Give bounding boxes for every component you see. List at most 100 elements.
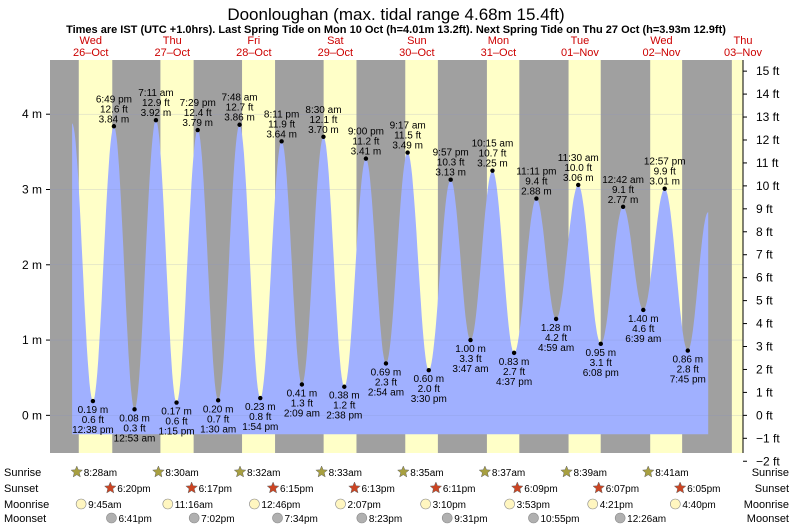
right-tick-label: 9 ft bbox=[756, 202, 773, 216]
day-of-week: Thu bbox=[163, 35, 182, 47]
almanac-time: 10:55pm bbox=[540, 514, 579, 525]
day-date: 30–Oct bbox=[399, 47, 434, 59]
right-tick-label: 1 ft bbox=[756, 385, 773, 399]
low-tide-point bbox=[299, 382, 305, 387]
tide-label-line: 2.0 ft bbox=[418, 384, 440, 395]
low-tide-point bbox=[468, 337, 473, 343]
tide-label-line: 0.23 m bbox=[245, 402, 276, 413]
low-tide-label: 0.23 m0.8 ft1:54 pm bbox=[242, 402, 278, 433]
almanac-time: 8:23pm bbox=[369, 514, 402, 525]
low-tide-label: 1.40 m4.6 ft6:39 am bbox=[625, 314, 661, 345]
almanac-time: 6:09pm bbox=[524, 484, 557, 495]
left-tick-label: 4 m bbox=[22, 107, 42, 121]
sunset-icon bbox=[592, 481, 606, 494]
low-tide-label: 0.41 m1.3 ft2:09 am bbox=[284, 388, 320, 419]
tide-label-line: 1.00 m bbox=[455, 344, 486, 355]
right-tick-label: 0 ft bbox=[756, 408, 773, 422]
tide-label-line: 6:39 am bbox=[625, 334, 661, 345]
low-tide-label: 0.83 m2.7 ft4:37 pm bbox=[496, 357, 532, 388]
moonset-icon bbox=[528, 512, 539, 524]
low-tide-label: 0.69 m2.3 ft2:54 am bbox=[368, 367, 404, 398]
right-tick-label: 8 ft bbox=[756, 225, 773, 239]
almanac-time: 4:40pm bbox=[682, 500, 715, 511]
tide-label-line: 0.20 m bbox=[203, 404, 234, 415]
high-tide-label: 11:11 pm9.4 ft2.88 m bbox=[516, 167, 556, 198]
low-tide-point bbox=[215, 398, 221, 403]
tide-label-line: 2.7 ft bbox=[503, 367, 525, 378]
tide-label-line: 3.64 m bbox=[266, 129, 297, 140]
almanac-time: 6:15pm bbox=[280, 484, 313, 495]
tide-label-line: 3.79 m bbox=[182, 118, 213, 129]
sun-icon bbox=[152, 465, 165, 478]
high-tide-point bbox=[363, 156, 369, 161]
day-headers: Wed26–OctThu27–OctFri28–OctSat29–OctSun3… bbox=[73, 35, 762, 59]
tide-label-line: 6:49 pm bbox=[96, 94, 132, 105]
tide-label-line: 9.9 ft bbox=[654, 167, 676, 178]
tide-label-line: 3.06 m bbox=[563, 173, 594, 184]
tide-label-line: 10.3 ft bbox=[437, 158, 465, 169]
tide-label-line: 0.3 ft bbox=[123, 423, 145, 434]
tide-label-line: 8:30 am bbox=[305, 105, 341, 116]
high-tide-point bbox=[620, 204, 626, 210]
tide-label-line: 2.8 ft bbox=[677, 365, 699, 376]
almanac-time: 6:20pm bbox=[117, 484, 150, 495]
almanac-time: 8:30am bbox=[165, 468, 198, 479]
tide-label-line: 12.9 ft bbox=[142, 98, 170, 109]
sunset-icon bbox=[103, 481, 117, 494]
high-tide-label: 12:57 pm9.9 ft3.01 m bbox=[644, 157, 686, 188]
high-tide-point bbox=[153, 118, 159, 123]
almanac-time: 6:41pm bbox=[118, 514, 151, 525]
moon-icon bbox=[249, 498, 260, 510]
low-tide-label: 0.95 m3.1 ft6:08 pm bbox=[583, 348, 619, 379]
almanac-time: 6:13pm bbox=[361, 484, 394, 495]
sun-icon bbox=[478, 465, 492, 478]
almanac-time: 12:46pm bbox=[261, 500, 300, 511]
tide-label-line: 12:57 pm bbox=[644, 157, 686, 168]
tide-label-line: 12.1 ft bbox=[310, 115, 338, 126]
tide-label-line: 11:11 pm bbox=[516, 167, 556, 178]
tide-label-line: 1:15 pm bbox=[158, 427, 194, 438]
low-tide-point bbox=[383, 361, 389, 366]
tide-label-line: 11.9 ft bbox=[268, 119, 295, 130]
tide-label-line: 3:30 pm bbox=[411, 394, 447, 405]
almanac-time: 8:33am bbox=[329, 468, 362, 479]
tide-label-line: 8:11 pm bbox=[264, 109, 299, 120]
tide-label-line: 10:15 am bbox=[472, 139, 514, 150]
right-tick-label: 10 ft bbox=[756, 179, 780, 193]
day-date: 28–Oct bbox=[236, 47, 271, 59]
tide-label-line: 2.3 ft bbox=[375, 377, 397, 388]
low-tide-point bbox=[511, 350, 517, 356]
day-date: 02–Nov bbox=[643, 47, 681, 59]
low-tide-point bbox=[598, 341, 603, 347]
tide-label-line: 1.2 ft bbox=[333, 401, 355, 412]
tide-label-line: 7:11 am bbox=[138, 88, 173, 99]
almanac-time: 6:11pm bbox=[443, 484, 476, 495]
sun-icon bbox=[70, 465, 84, 478]
chart-subtitle: Times are IST (UTC +1.0hrs). Last Spring… bbox=[66, 24, 726, 36]
day-of-week: Tue bbox=[571, 35, 590, 47]
moonset-icon bbox=[356, 512, 368, 524]
low-tide-label: 0.86 m2.8 ft7:45 pm bbox=[670, 355, 706, 386]
tide-label-line: 3.70 m bbox=[308, 125, 339, 136]
moon-icon bbox=[162, 498, 174, 510]
low-tide-point bbox=[132, 407, 137, 412]
almanac-time: 8:28am bbox=[84, 468, 117, 479]
almanac-time: 8:37am bbox=[492, 468, 525, 479]
almanac: Sunrise Sunrise Sunset Sunset Moonrise Moonri… bbox=[4, 465, 789, 525]
almanac-time: 8:41am bbox=[655, 468, 688, 479]
daylight-band bbox=[731, 60, 743, 453]
right-tick-label: 13 ft bbox=[756, 110, 780, 124]
tide-label-line: 0.38 m bbox=[329, 391, 360, 402]
tide-label-line: 9:00 pm bbox=[348, 127, 384, 138]
moonset-icon bbox=[614, 512, 626, 524]
high-tide-label: 12:42 am9.1 ft2.77 m bbox=[602, 175, 644, 206]
tide-label-line: 3.25 m bbox=[477, 159, 508, 170]
